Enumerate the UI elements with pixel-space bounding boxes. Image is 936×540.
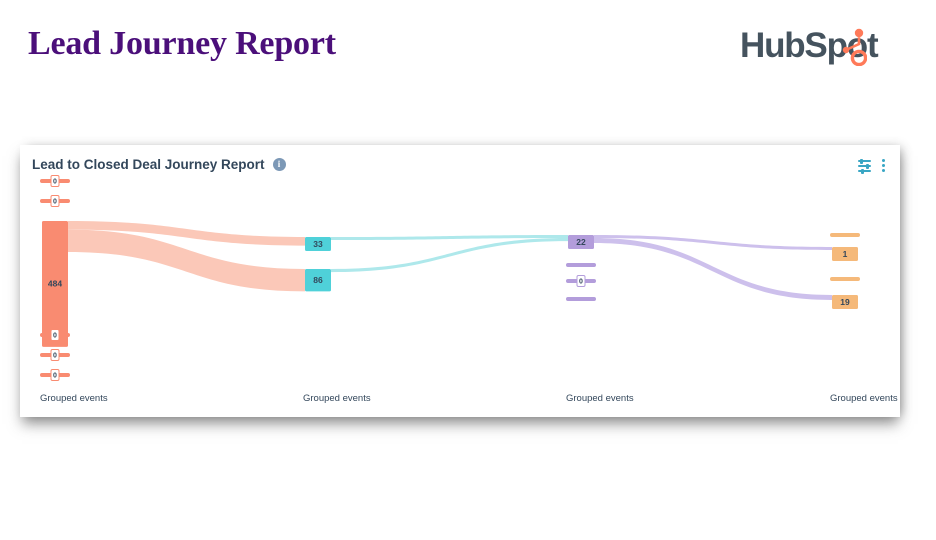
sankey-node-value: 0 [53,372,57,379]
sankey-node-value: 19 [840,297,850,307]
filter-icon[interactable] [858,159,871,174]
hubspot-sprocket-icon [842,28,867,66]
sankey-node[interactable] [566,263,596,267]
hubspot-logo: HubSpot [740,26,910,72]
card-header: Lead to Closed Deal Journey Report i [32,157,286,172]
sankey-chart: 0 0 484 0 0 0 33 86 22 0 1 19 Grouped events Grouped… [20,173,900,417]
sankey-node-value-chip [50,175,60,187]
sankey-stage-label-2: Grouped events [566,393,634,404]
sankey-node-value: 0 [53,178,57,185]
sankey-node-value: 1 [843,249,848,259]
sankey-link[interactable] [594,238,832,300]
sankey-nodes: 0 0 484 0 0 0 33 86 22 0 1 19 [40,175,860,381]
sankey-stage-label-1: Grouped events [303,393,371,404]
sankey-node-value-chip [50,369,60,381]
sankey-node[interactable] [566,297,596,301]
sankey-links [68,221,832,300]
sankey-node[interactable] [832,295,858,309]
sankey-node-value: 86 [313,275,323,285]
sankey-stage-label-0: Grouped events [40,393,108,404]
sankey-node-value-chip [50,329,60,341]
page-title: Lead Journey Report [28,25,336,62]
info-icon[interactable]: i [272,158,286,171]
sankey-node-value: 484 [48,279,62,289]
report-card: Lead to Closed Deal Journey Report i 0 0 4… [20,145,900,417]
sankey-node-value: 0 [53,332,57,339]
card-actions [858,159,886,174]
sankey-node-value: 0 [53,198,57,205]
card-title: Lead to Closed Deal Journey Report [32,157,265,172]
sankey-node[interactable] [42,221,68,347]
sankey-stage-labels: Grouped events Grouped events Grouped even… [40,393,898,404]
sankey-node-value: 0 [579,278,583,285]
sankey-node[interactable] [830,233,860,237]
sankey-node[interactable] [830,277,860,281]
sankey-link[interactable] [331,235,568,240]
sankey-node-value-chip [576,275,586,287]
sankey-node[interactable] [832,247,858,261]
sankey-node[interactable] [305,237,331,251]
page-header: Lead Journey Report HubSpot [0,0,936,110]
sankey-node-value: 0 [53,352,57,359]
sankey-link[interactable] [594,235,832,250]
sankey-link[interactable] [331,238,568,273]
sankey-node-value: 33 [313,239,323,249]
sankey-node[interactable] [568,235,594,249]
sankey-node-value-chip [50,349,60,361]
sankey-node-value-chip [50,195,60,207]
sankey-node-value: 22 [576,237,586,247]
sankey-node[interactable] [305,269,331,292]
sankey-stage-label-3: Grouped events [830,393,898,404]
kebab-menu-icon[interactable] [882,159,886,173]
sankey-link[interactable] [68,221,305,246]
sankey-link[interactable] [68,229,305,292]
